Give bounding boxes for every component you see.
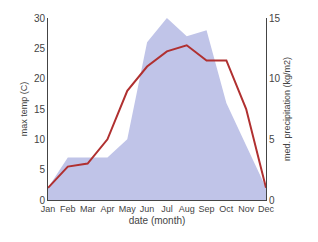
svg-text:Jul: Jul (161, 204, 173, 214)
svg-text:5: 5 (39, 164, 45, 175)
svg-text:Feb: Feb (60, 204, 76, 214)
svg-text:15: 15 (34, 104, 46, 115)
svg-text:Apr: Apr (100, 204, 114, 214)
svg-text:5: 5 (269, 134, 275, 145)
svg-text:Dec: Dec (258, 204, 275, 214)
svg-text:Sep: Sep (199, 204, 215, 214)
svg-text:date (month): date (month) (129, 215, 186, 226)
svg-text:med. precipitation (kg/m2): med. precipitation (kg/m2) (282, 57, 292, 161)
svg-text:15: 15 (269, 13, 281, 24)
svg-text:Nov: Nov (238, 204, 255, 214)
svg-text:max temp (C): max temp (C) (19, 82, 29, 137)
svg-text:30: 30 (34, 13, 46, 24)
svg-text:Jan: Jan (41, 204, 56, 214)
svg-text:10: 10 (34, 134, 46, 145)
svg-text:Oct: Oct (219, 204, 234, 214)
svg-text:20: 20 (34, 73, 46, 84)
svg-text:0: 0 (39, 195, 45, 206)
svg-text:10: 10 (269, 73, 281, 84)
svg-text:0: 0 (269, 195, 275, 206)
svg-text:May: May (119, 204, 137, 214)
svg-text:Aug: Aug (179, 204, 195, 214)
svg-text:Jun: Jun (140, 204, 155, 214)
svg-text:25: 25 (34, 43, 46, 54)
svg-text:Mar: Mar (80, 204, 96, 214)
